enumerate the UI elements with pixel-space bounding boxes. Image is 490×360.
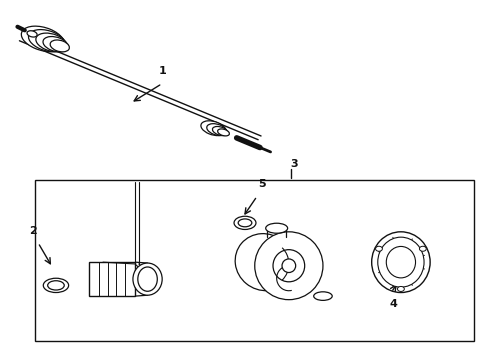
Text: 2: 2: [29, 226, 37, 236]
Ellipse shape: [36, 33, 67, 52]
Ellipse shape: [201, 121, 226, 136]
Ellipse shape: [28, 30, 66, 52]
Ellipse shape: [372, 232, 430, 293]
Text: 3: 3: [290, 159, 297, 169]
Ellipse shape: [43, 278, 69, 293]
Ellipse shape: [378, 237, 424, 287]
Ellipse shape: [314, 292, 332, 300]
Text: 4: 4: [390, 299, 397, 309]
Ellipse shape: [386, 247, 416, 278]
Ellipse shape: [138, 267, 157, 291]
Ellipse shape: [273, 249, 305, 282]
Ellipse shape: [213, 126, 228, 136]
Ellipse shape: [419, 246, 426, 251]
Text: 1: 1: [158, 66, 166, 76]
Ellipse shape: [48, 281, 64, 290]
Bar: [89, 262, 135, 296]
Ellipse shape: [234, 216, 256, 229]
Ellipse shape: [207, 124, 227, 136]
Ellipse shape: [397, 287, 404, 292]
Ellipse shape: [43, 36, 68, 52]
Ellipse shape: [375, 246, 382, 251]
Ellipse shape: [235, 234, 294, 291]
Ellipse shape: [238, 219, 252, 227]
Ellipse shape: [22, 26, 64, 51]
Ellipse shape: [27, 31, 37, 37]
Ellipse shape: [266, 223, 288, 233]
Bar: [35, 180, 474, 341]
Ellipse shape: [133, 263, 162, 295]
Ellipse shape: [218, 129, 229, 136]
Ellipse shape: [282, 259, 295, 273]
Ellipse shape: [50, 40, 70, 52]
Text: 5: 5: [258, 179, 266, 189]
Ellipse shape: [255, 232, 323, 300]
